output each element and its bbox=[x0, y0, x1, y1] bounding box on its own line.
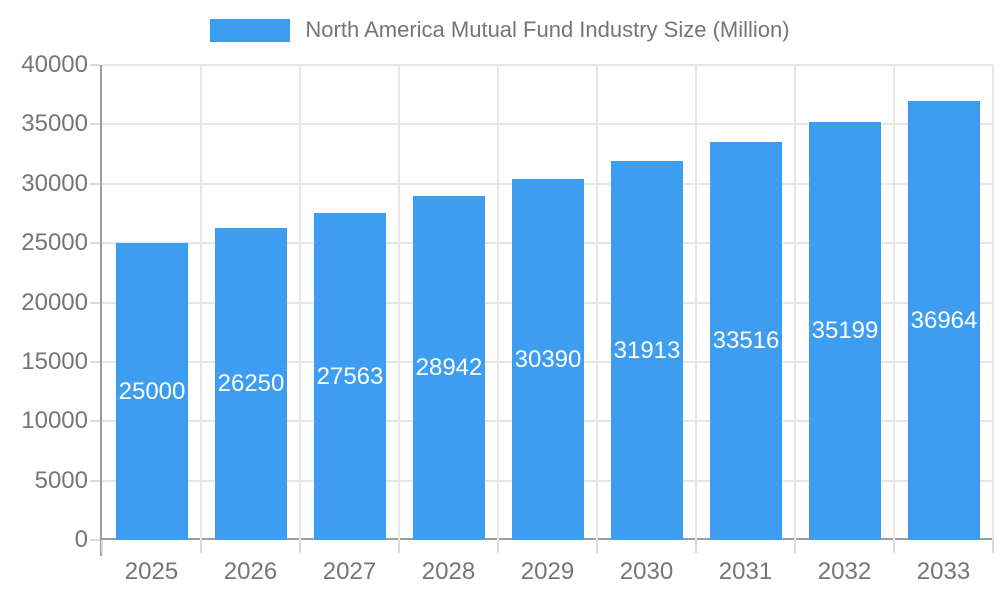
y-tick-mark bbox=[90, 539, 100, 541]
y-gridline bbox=[102, 123, 993, 126]
x-tick-mark bbox=[299, 540, 301, 553]
plot-area: 0 5000 10000 15000 20000 25000 30000 35000 40000… bbox=[21, 53, 994, 585]
x-gridline bbox=[992, 65, 994, 540]
x-tick-label: 2033 bbox=[916, 558, 971, 585]
x-gridline bbox=[794, 65, 796, 540]
x-tick-mark bbox=[398, 540, 400, 553]
x-tick-label: 2026 bbox=[223, 558, 278, 585]
bar-value-label: 27563 bbox=[316, 362, 384, 390]
y-tick-mark bbox=[90, 420, 100, 423]
y-tick-label: 5000 bbox=[34, 466, 88, 494]
x-gridline bbox=[299, 65, 301, 540]
legend-swatch bbox=[210, 18, 291, 42]
bar-value-label: 26250 bbox=[217, 370, 285, 397]
bar[interactable]: 28942 bbox=[413, 196, 485, 540]
legend-label: North America Mutual Fund Industry Size … bbox=[305, 17, 790, 42]
x-tick-label: 2028 bbox=[421, 558, 476, 585]
y-tick-mark bbox=[90, 182, 100, 185]
x-tick-label: 2027 bbox=[322, 558, 377, 585]
y-tick-mark bbox=[90, 301, 100, 304]
bar-value-label: 33516 bbox=[712, 327, 780, 354]
y-tick-label: 20000 bbox=[21, 288, 88, 316]
bar[interactable]: 30390 bbox=[512, 179, 584, 540]
bar[interactable]: 26250 bbox=[215, 228, 287, 540]
y-tick-label: 0 bbox=[74, 526, 88, 553]
x-tick-mark bbox=[992, 540, 994, 553]
bar[interactable]: 36964 bbox=[908, 101, 980, 540]
y-tick-mark bbox=[90, 242, 100, 245]
x-gridline bbox=[497, 65, 499, 540]
bar[interactable]: 35199 bbox=[809, 122, 881, 540]
bar-value-label: 35199 bbox=[811, 317, 879, 344]
y-gridline bbox=[102, 64, 993, 66]
x-tick-label: 2029 bbox=[520, 558, 575, 585]
x-tick-label: 2032 bbox=[817, 558, 872, 585]
bar-value-label: 36964 bbox=[910, 306, 978, 334]
x-gridline bbox=[596, 65, 598, 540]
x-gridline bbox=[398, 65, 400, 540]
x-tick-mark bbox=[794, 540, 796, 553]
bar[interactable]: 27563 bbox=[314, 213, 386, 540]
y-axis-line bbox=[100, 65, 102, 556]
y-tick-label: 35000 bbox=[21, 110, 88, 138]
y-tick-label: 15000 bbox=[21, 347, 88, 375]
x-tick-mark bbox=[200, 540, 202, 553]
bar[interactable]: 31913 bbox=[611, 161, 683, 540]
bar-value-label: 28942 bbox=[415, 354, 483, 381]
bar-value-label: 31913 bbox=[613, 336, 681, 364]
y-tick-mark bbox=[90, 479, 100, 482]
y-tick-mark bbox=[90, 64, 100, 66]
y-tick-label: 30000 bbox=[21, 169, 88, 197]
bar-value-label: 30390 bbox=[514, 345, 582, 373]
legend[interactable]: North America Mutual Fund Industry Size … bbox=[0, 17, 1000, 43]
bar[interactable]: 33516 bbox=[710, 142, 782, 540]
x-tick-mark bbox=[893, 540, 895, 553]
x-tick-mark bbox=[497, 540, 499, 553]
y-tick-label: 10000 bbox=[21, 407, 88, 435]
x-gridline bbox=[200, 65, 202, 540]
x-gridline bbox=[893, 65, 895, 540]
x-tick-mark bbox=[101, 540, 103, 553]
x-tick-label: 2031 bbox=[718, 558, 773, 585]
y-tick-mark bbox=[90, 123, 100, 126]
x-tick-label: 2025 bbox=[124, 558, 179, 585]
bar[interactable]: 25000 bbox=[116, 243, 188, 540]
y-tick-label: 25000 bbox=[21, 229, 88, 257]
y-tick-mark bbox=[90, 360, 100, 363]
y-tick-label: 40000 bbox=[21, 51, 88, 78]
x-gridline bbox=[695, 65, 697, 540]
bar-value-label: 25000 bbox=[118, 377, 186, 405]
x-tick-mark bbox=[695, 540, 697, 553]
x-tick-label: 2030 bbox=[619, 558, 674, 585]
x-tick-mark bbox=[596, 540, 598, 553]
